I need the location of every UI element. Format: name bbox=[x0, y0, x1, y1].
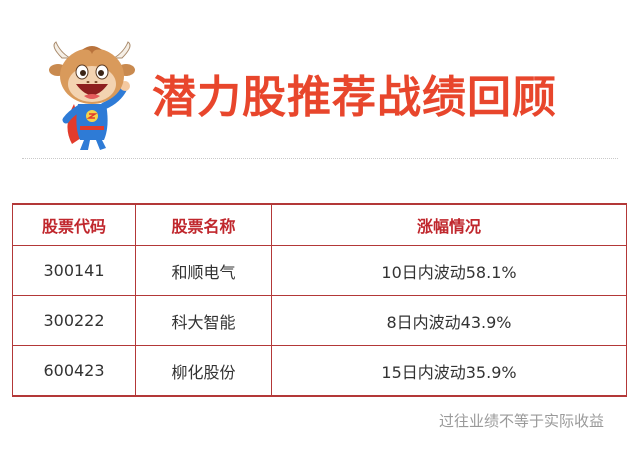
performance-table: 股票代码 股票名称 涨幅情况 300141 和顺电气 10日内波动58.1% 3… bbox=[12, 203, 627, 397]
performance-cell: 10日内波动58.1% bbox=[271, 245, 627, 296]
stock-code-cell: 300141 bbox=[12, 245, 136, 296]
table-row: 600423 柳化股份 15日内波动35.9% bbox=[12, 345, 627, 397]
column-header-performance: 涨幅情况 bbox=[271, 203, 627, 246]
stock-name-cell: 科大智能 bbox=[135, 295, 272, 346]
stock-code-cell: 600423 bbox=[12, 345, 136, 397]
performance-cell: 8日内波动43.9% bbox=[271, 295, 627, 346]
performance-cell: 15日内波动35.9% bbox=[271, 345, 627, 397]
disclaimer-footnote: 过往业绩不等于实际收益 bbox=[438, 412, 604, 430]
table-row: 300222 科大智能 8日内波动43.9% bbox=[12, 295, 627, 346]
stock-code-cell: 300222 bbox=[12, 295, 136, 346]
stock-name-cell: 柳化股份 bbox=[135, 345, 272, 397]
table-row: 300141 和顺电气 10日内波动58.1% bbox=[12, 245, 627, 296]
table-header-row: 股票代码 股票名称 涨幅情况 bbox=[12, 203, 627, 246]
column-header-code: 股票代码 bbox=[12, 203, 136, 246]
column-header-name: 股票名称 bbox=[135, 203, 272, 246]
dotted-divider bbox=[22, 158, 618, 159]
stock-name-cell: 和顺电气 bbox=[135, 245, 272, 296]
page-title: 潜力股推荐战绩回顾 bbox=[152, 72, 557, 123]
bull-mascot-icon bbox=[49, 41, 135, 150]
